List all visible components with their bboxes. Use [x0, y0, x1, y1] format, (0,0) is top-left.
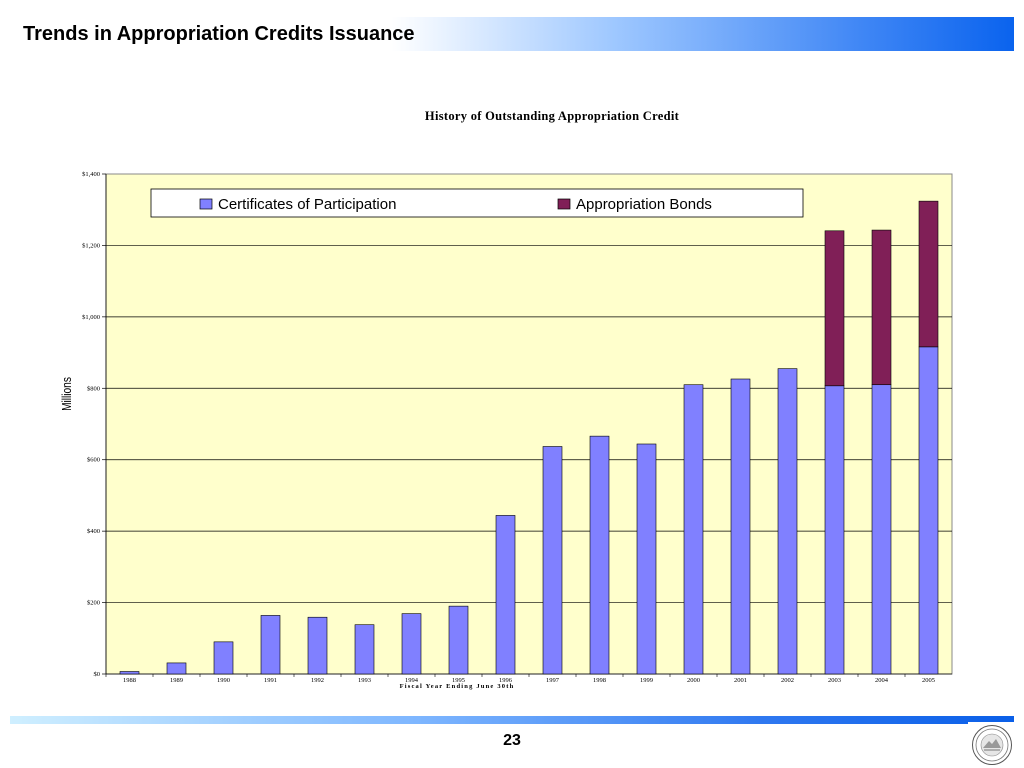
y-tick-label: $0 [94, 671, 101, 678]
bar-cop [542, 446, 563, 675]
x-tick-label: 1992 [311, 677, 324, 684]
bar-cop [119, 671, 140, 675]
y-axis-label: Millions [60, 377, 74, 411]
legend-label-bonds: Appropriation Bonds [576, 196, 712, 213]
header-bar: Trends in Appropriation Credits Issuance [10, 17, 1014, 51]
bar-cop [777, 368, 798, 675]
page-title: Trends in Appropriation Credits Issuance [23, 23, 415, 45]
bar-cop [495, 515, 516, 675]
bar-cop [636, 443, 657, 675]
bar-cop [260, 615, 281, 675]
bar-cop [307, 616, 328, 675]
x-tick-label: 2005 [922, 677, 935, 684]
x-tick-label: 2003 [828, 677, 841, 684]
bar-cop [589, 435, 610, 675]
plot-area [105, 173, 953, 675]
y-tick-label: $600 [87, 457, 100, 464]
bar-cop [213, 641, 234, 675]
bar-bonds [918, 200, 939, 348]
x-axis-label: Fiscal Year Ending June 30th [400, 683, 515, 690]
y-tick-label: $1,200 [82, 242, 100, 249]
x-tick-label: 1989 [170, 677, 183, 684]
x-tick-label: 1990 [217, 677, 230, 684]
x-tick-label: 1994 [405, 677, 419, 684]
bar-cop [730, 378, 751, 675]
x-tick-label: 2004 [875, 677, 889, 684]
footer-bar [10, 716, 1014, 724]
x-tick-label: 1993 [358, 677, 371, 684]
bar-cop [683, 384, 704, 675]
bar-cop [871, 384, 892, 675]
page-number: 23 [503, 732, 521, 749]
y-tick-label: $200 [87, 600, 100, 607]
y-tick-label: $400 [87, 528, 100, 535]
bar-cop [918, 346, 939, 675]
x-tick-label: 1996 [499, 677, 513, 684]
bar-cop [448, 605, 469, 675]
bar-bonds [824, 230, 845, 387]
x-tick-label: 1988 [123, 677, 136, 684]
bar-cop [354, 624, 375, 675]
y-tick-label: $800 [87, 385, 100, 392]
legend-label-cop: Certificates of Participation [218, 196, 396, 213]
x-tick-label: 1998 [593, 677, 606, 684]
x-tick-label: 1999 [640, 677, 653, 684]
x-tick-label: 1995 [452, 677, 465, 684]
legend-swatch-cop [199, 198, 213, 210]
state-seal-icon [972, 725, 1012, 765]
bar-bonds [871, 229, 892, 386]
x-tick-label: 2002 [781, 677, 794, 684]
y-tick-label: $1,400 [82, 171, 100, 178]
x-tick-label: 1991 [264, 677, 277, 684]
legend [150, 188, 804, 218]
x-tick-label: 2000 [687, 677, 700, 684]
x-tick-label: 1997 [546, 677, 560, 684]
x-tick-label: 2001 [734, 677, 747, 684]
bar-cop [166, 662, 187, 675]
bar-cop [401, 613, 422, 675]
y-tick-label: $1,000 [82, 314, 100, 321]
legend-swatch-bonds [557, 198, 571, 210]
bar-cop [824, 385, 845, 675]
